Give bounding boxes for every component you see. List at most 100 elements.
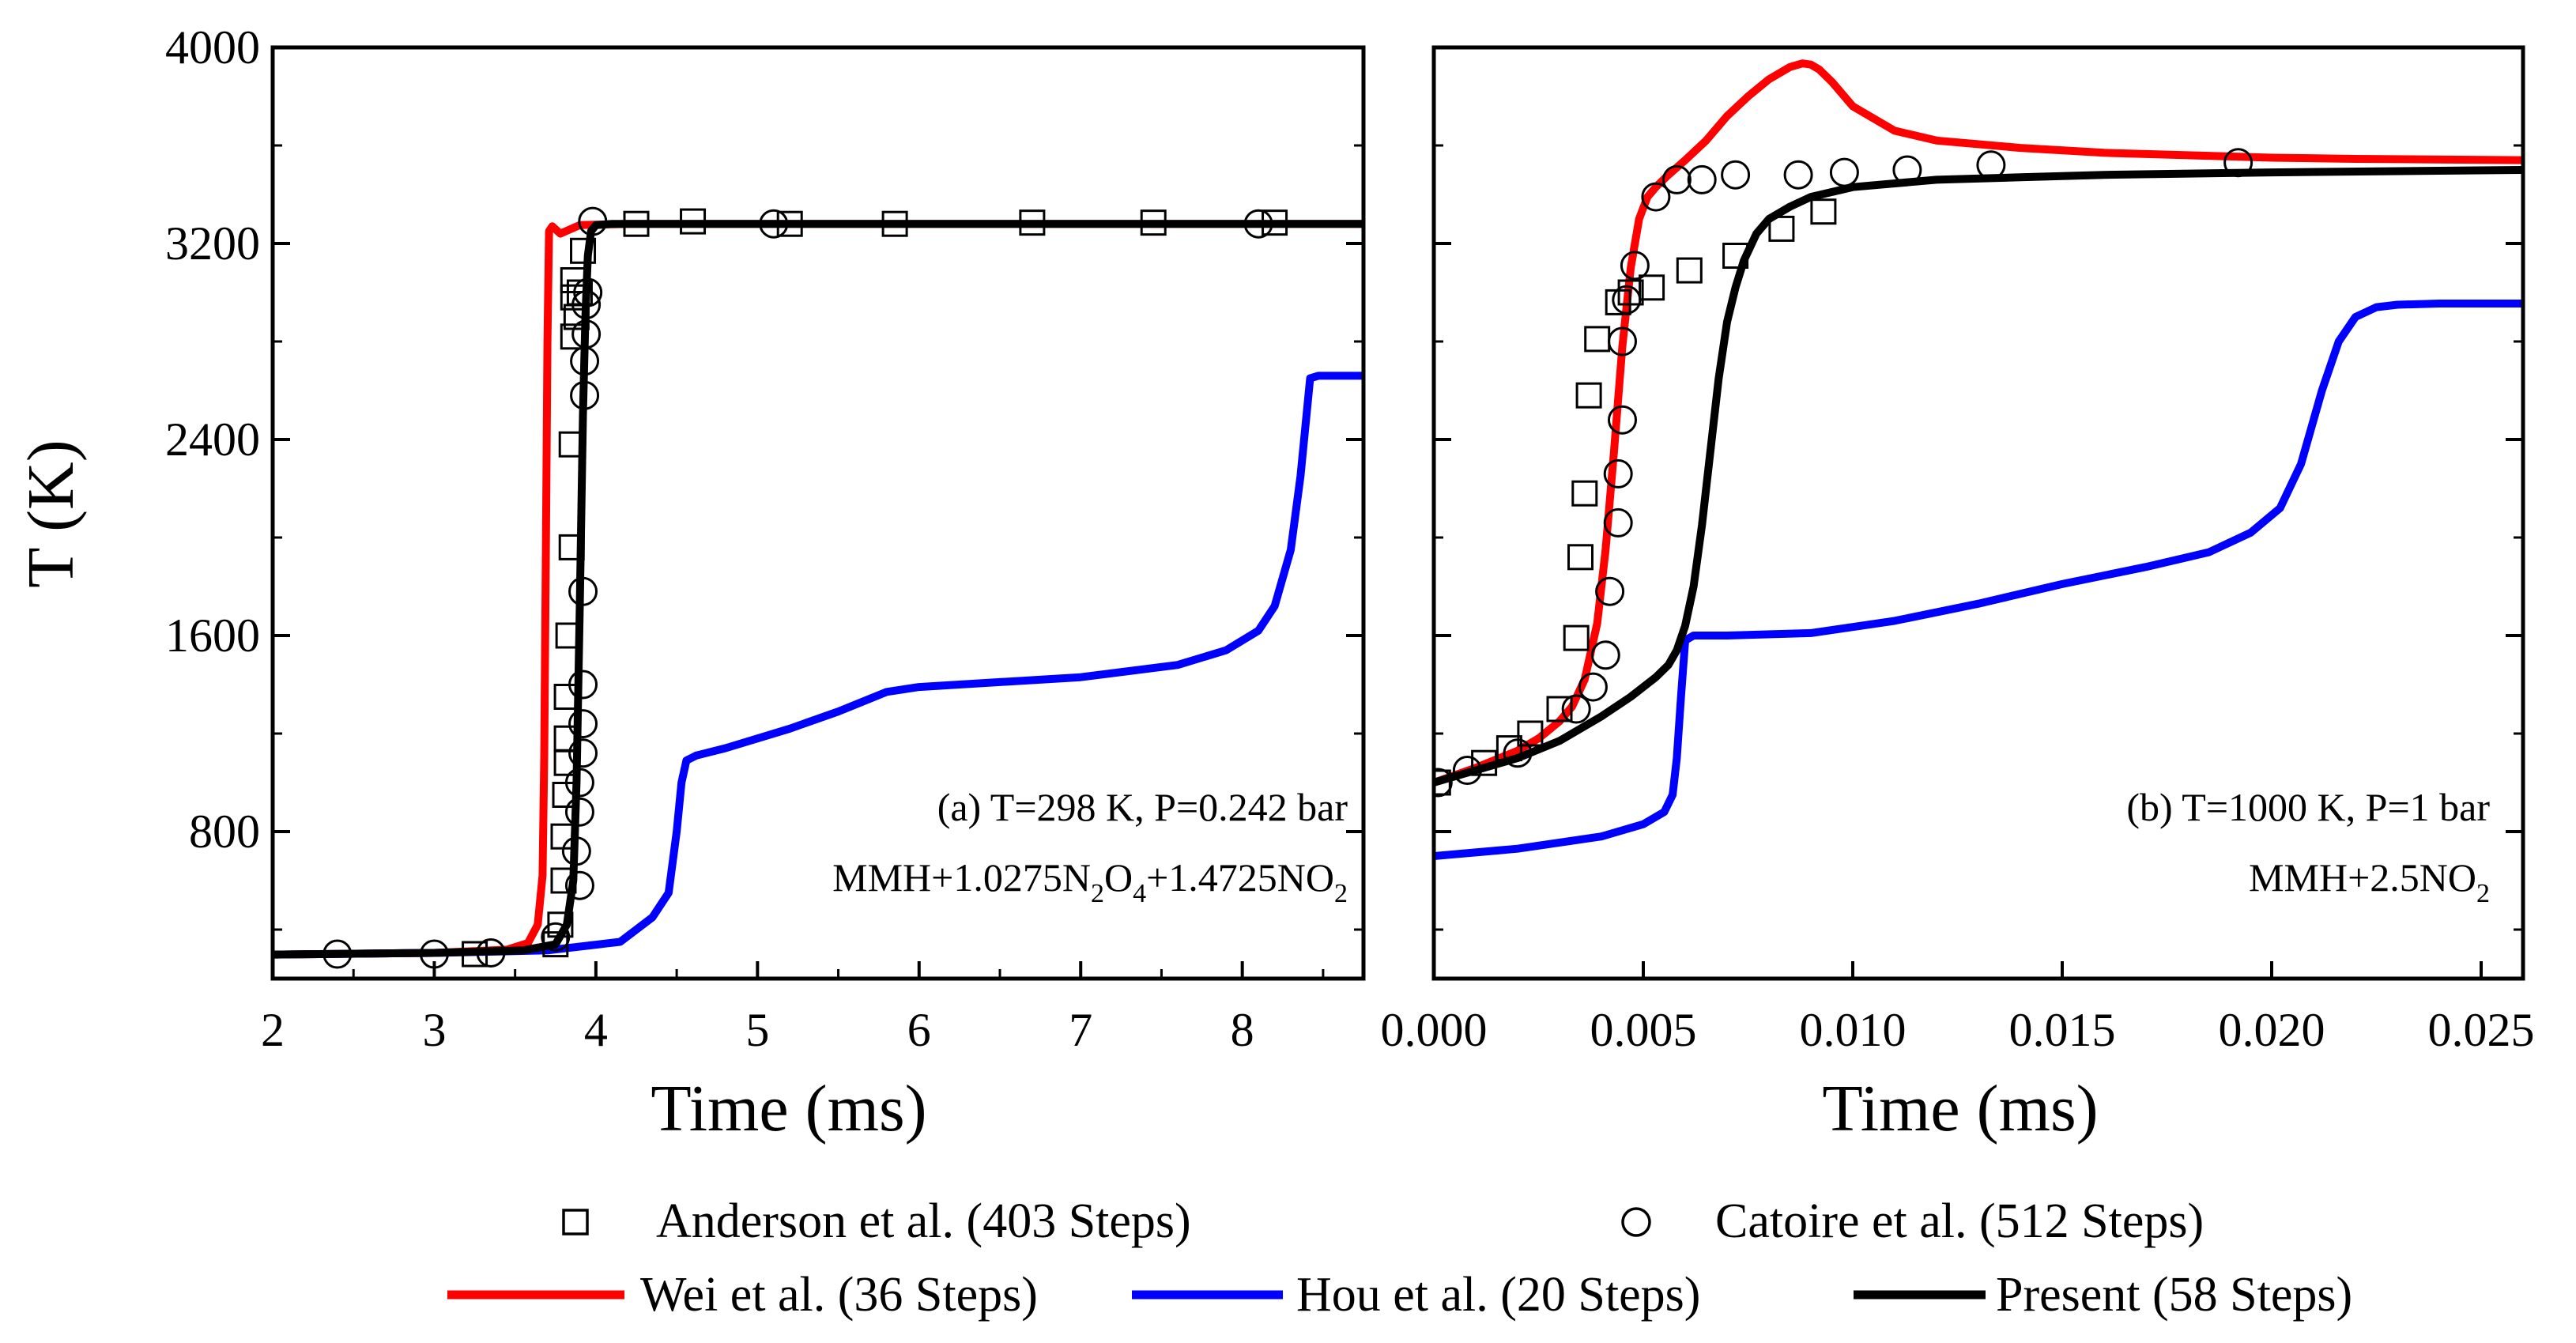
- anderson-point: [623, 210, 650, 237]
- anderson-point: [550, 867, 577, 894]
- catoire-point: [1783, 160, 1813, 190]
- x-tick-label: 6: [907, 1004, 931, 1056]
- anderson-point: [560, 323, 586, 350]
- catoire-point: [1243, 209, 1273, 239]
- anderson-point: [680, 208, 707, 235]
- anderson-point: [1571, 480, 1598, 507]
- panel-a-y-label: T (K): [14, 439, 88, 587]
- catoire-point: [1603, 458, 1633, 489]
- catoire-point: [1595, 576, 1625, 606]
- anderson-point: [1722, 243, 1749, 269]
- catoire-point: [1561, 694, 1591, 724]
- x-tick-label: 0.000: [1381, 1004, 1488, 1056]
- legend-anderson-label: Anderson et al. (403 Steps): [656, 1194, 1191, 1248]
- anderson-point: [1639, 274, 1665, 301]
- catoire-point: [568, 738, 598, 768]
- x-tick-label: 0.010: [1800, 1004, 1907, 1056]
- catoire-point: [1503, 738, 1533, 768]
- panel-a-annotation: (a) T=298 K, P=0.242 bar: [937, 785, 1348, 829]
- catoire-point: [571, 290, 602, 319]
- anderson-point: [1575, 382, 1602, 409]
- anderson-point: [1617, 279, 1644, 306]
- catoire-point: [1578, 672, 1608, 702]
- catoire-point: [1452, 756, 1482, 785]
- panel-a-x-label: Time (ms): [651, 1072, 926, 1145]
- anderson-point: [1584, 326, 1611, 353]
- catoire-point: [564, 870, 594, 900]
- legend-catoire-marker: [1621, 1207, 1651, 1237]
- anderson-point: [776, 210, 803, 237]
- catoire-point: [578, 206, 608, 236]
- catoire-point: [1687, 164, 1717, 194]
- catoire-point: [1590, 640, 1620, 670]
- x-tick-label: 3: [422, 1004, 446, 1056]
- catoire-point: [568, 670, 598, 700]
- panel-b-x-ticks: 0.000 0.005 0.010 0.015 0.020 0.025: [1381, 961, 2535, 1056]
- catoire-point: [1434, 768, 1453, 798]
- catoire-point: [568, 709, 598, 739]
- series-line-hou: [1434, 300, 2523, 860]
- catoire-point: [1641, 182, 1671, 212]
- catoire-point: [2223, 148, 2254, 178]
- catoire-point: [564, 768, 594, 798]
- catoire-point: [1829, 157, 1859, 187]
- series-line-wei: [273, 220, 1363, 959]
- x-tick-label: 8: [1231, 1004, 1254, 1056]
- legend-anderson-marker: [562, 1209, 589, 1235]
- panel-a-y-ticks: 800 1600 2400 3200 4000: [165, 21, 1363, 931]
- anderson-point: [1768, 215, 1795, 242]
- legend-catoire-label: Catoire et al. (512 Steps): [1715, 1194, 2204, 1248]
- catoire-point: [1661, 164, 1692, 194]
- anderson-point: [553, 725, 580, 752]
- catoire-point: [568, 576, 598, 606]
- catoire-point: [564, 797, 594, 827]
- y-tick-label: 1600: [165, 609, 260, 662]
- x-tick-label: 0.025: [2428, 1004, 2535, 1056]
- catoire-point: [571, 319, 602, 349]
- catoire-point: [1608, 326, 1637, 356]
- x-tick-label: 2: [261, 1004, 285, 1056]
- anderson-point: [1810, 198, 1837, 225]
- catoire-point: [1976, 150, 2006, 180]
- catoire-point: [1612, 285, 1642, 315]
- legend: Anderson et al. (403 Steps) Catoire et a…: [447, 1194, 2352, 1322]
- anderson-point: [1262, 209, 1288, 236]
- catoire-point: [541, 922, 571, 952]
- catoire-point: [1620, 251, 1650, 281]
- legend-present-label: Present (58 Steps): [1996, 1268, 2352, 1322]
- anderson-point: [570, 237, 597, 264]
- panel-b-y-ticks: [1434, 46, 2523, 931]
- anderson-point: [1567, 544, 1593, 571]
- y-tick-label: 2400: [165, 413, 260, 466]
- anderson-point: [462, 941, 488, 968]
- panel-b-annotation: (b) T=1000 K, P=1 bar: [2126, 785, 2490, 829]
- x-tick-label: 0.005: [1590, 1004, 1697, 1056]
- panel-a-mixture: MMH+1.0275N2O4+1.4725NO2: [832, 855, 1348, 908]
- anderson-point: [1140, 209, 1167, 236]
- panel-a-frame: [270, 45, 1366, 981]
- catoire-point: [570, 380, 600, 410]
- catoire-point: [1892, 155, 1922, 185]
- x-tick-label: 7: [1069, 1004, 1092, 1056]
- panel-b-frame: [1431, 45, 2525, 981]
- anderson-point: [1676, 257, 1703, 284]
- series-line-present: [273, 220, 1363, 959]
- panel-a-series: [273, 220, 1363, 959]
- anderson-point: [881, 210, 908, 237]
- catoire-point: [1608, 405, 1637, 435]
- anderson-point: [1563, 624, 1590, 651]
- panel-b-markers: [1434, 148, 2254, 798]
- panel-b: 0.000 0.005 0.010 0.015 0.020 0.025 (b) T=100…: [1381, 45, 2535, 1145]
- panel-a-x-ticks: 2 3 4 5 6 7 8: [261, 961, 1325, 1056]
- panel-a-markers: [322, 206, 1288, 969]
- series-line-hou: [273, 372, 1363, 959]
- panel-b-series: [1434, 59, 2523, 860]
- catoire-point: [759, 209, 789, 239]
- catoire-point: [1721, 160, 1751, 190]
- y-tick-label: 3200: [165, 217, 260, 270]
- anderson-point: [1495, 735, 1522, 762]
- panel-b-x-label: Time (ms): [1822, 1072, 2098, 1145]
- anderson-point: [558, 431, 585, 458]
- x-tick-label: 4: [584, 1004, 608, 1056]
